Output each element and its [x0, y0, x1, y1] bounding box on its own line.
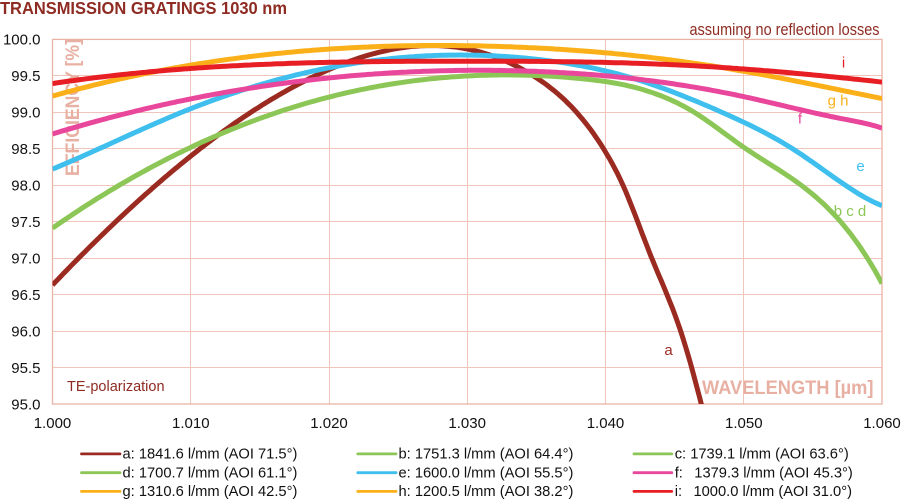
svg-text:d: 1700.7 l/mm (AOI 61.1°): d: 1700.7 l/mm (AOI 61.1°) [123, 466, 298, 482]
svg-text:99.0: 99.0 [11, 105, 40, 122]
svg-text:99.5: 99.5 [11, 68, 40, 85]
svg-text:h: 1200.5 l/mm (AOI 38.2°): h: 1200.5 l/mm (AOI 38.2°) [399, 484, 574, 500]
svg-text:g h: g h [828, 93, 849, 110]
svg-text:a: 1841.6 l/mm (AOI 71.5°): a: 1841.6 l/mm (AOI 71.5°) [123, 447, 298, 463]
svg-text:c: 1739.1 l/mm (AOI 63.6°): c: 1739.1 l/mm (AOI 63.6°) [675, 447, 849, 463]
svg-text:i: i [842, 55, 845, 72]
svg-text:EFFICIENCY [%]: EFFICIENCY [%] [63, 39, 84, 176]
svg-text:1.030: 1.030 [448, 415, 486, 432]
svg-text:95.0: 95.0 [11, 396, 40, 413]
svg-text:i: 1000.0 l/mm (AOI 31.0°): i: 1000.0 l/mm (AOI 31.0°) [675, 484, 852, 500]
svg-text:e: e [856, 158, 864, 175]
svg-text:1.000: 1.000 [34, 415, 72, 432]
svg-text:97.0: 97.0 [11, 251, 40, 268]
svg-text:g: 1310.6 l/mm (AOI 42.5°): g: 1310.6 l/mm (AOI 42.5°) [123, 484, 298, 500]
svg-text:1.020: 1.020 [310, 415, 348, 432]
svg-text:f: 1379.3 l/mm (AOI 45.3°): f: 1379.3 l/mm (AOI 45.3°) [675, 466, 853, 482]
svg-text:TRANSMISSION GRATINGS 1030 nm: TRANSMISSION GRATINGS 1030 nm [0, 0, 287, 18]
svg-text:95.5: 95.5 [11, 360, 40, 377]
svg-text:WAVELENGTH [µm]: WAVELENGTH [µm] [702, 377, 874, 399]
svg-text:96.5: 96.5 [11, 287, 40, 304]
svg-text:e: 1600.0 l/mm (AOI 55.5°): e: 1600.0 l/mm (AOI 55.5°) [399, 466, 574, 482]
svg-text:b: 1751.3 l/mm (AOI 64.4°): b: 1751.3 l/mm (AOI 64.4°) [399, 447, 574, 463]
svg-text:1.010: 1.010 [172, 415, 210, 432]
svg-text:98.5: 98.5 [11, 141, 40, 158]
svg-text:100.0: 100.0 [3, 32, 41, 49]
svg-text:97.5: 97.5 [11, 214, 40, 231]
svg-text:1.040: 1.040 [587, 415, 625, 432]
svg-text:1.050: 1.050 [725, 415, 763, 432]
svg-text:96.0: 96.0 [11, 323, 40, 340]
svg-text:1.060: 1.060 [863, 415, 901, 432]
svg-text:98.0: 98.0 [11, 178, 40, 195]
svg-text:TE-polarization: TE-polarization [67, 379, 165, 395]
svg-text:b c d: b c d [834, 203, 867, 220]
svg-text:assuming no reflection losses: assuming no reflection losses [690, 20, 880, 39]
svg-text:f: f [798, 111, 803, 128]
svg-text:a: a [664, 342, 673, 359]
